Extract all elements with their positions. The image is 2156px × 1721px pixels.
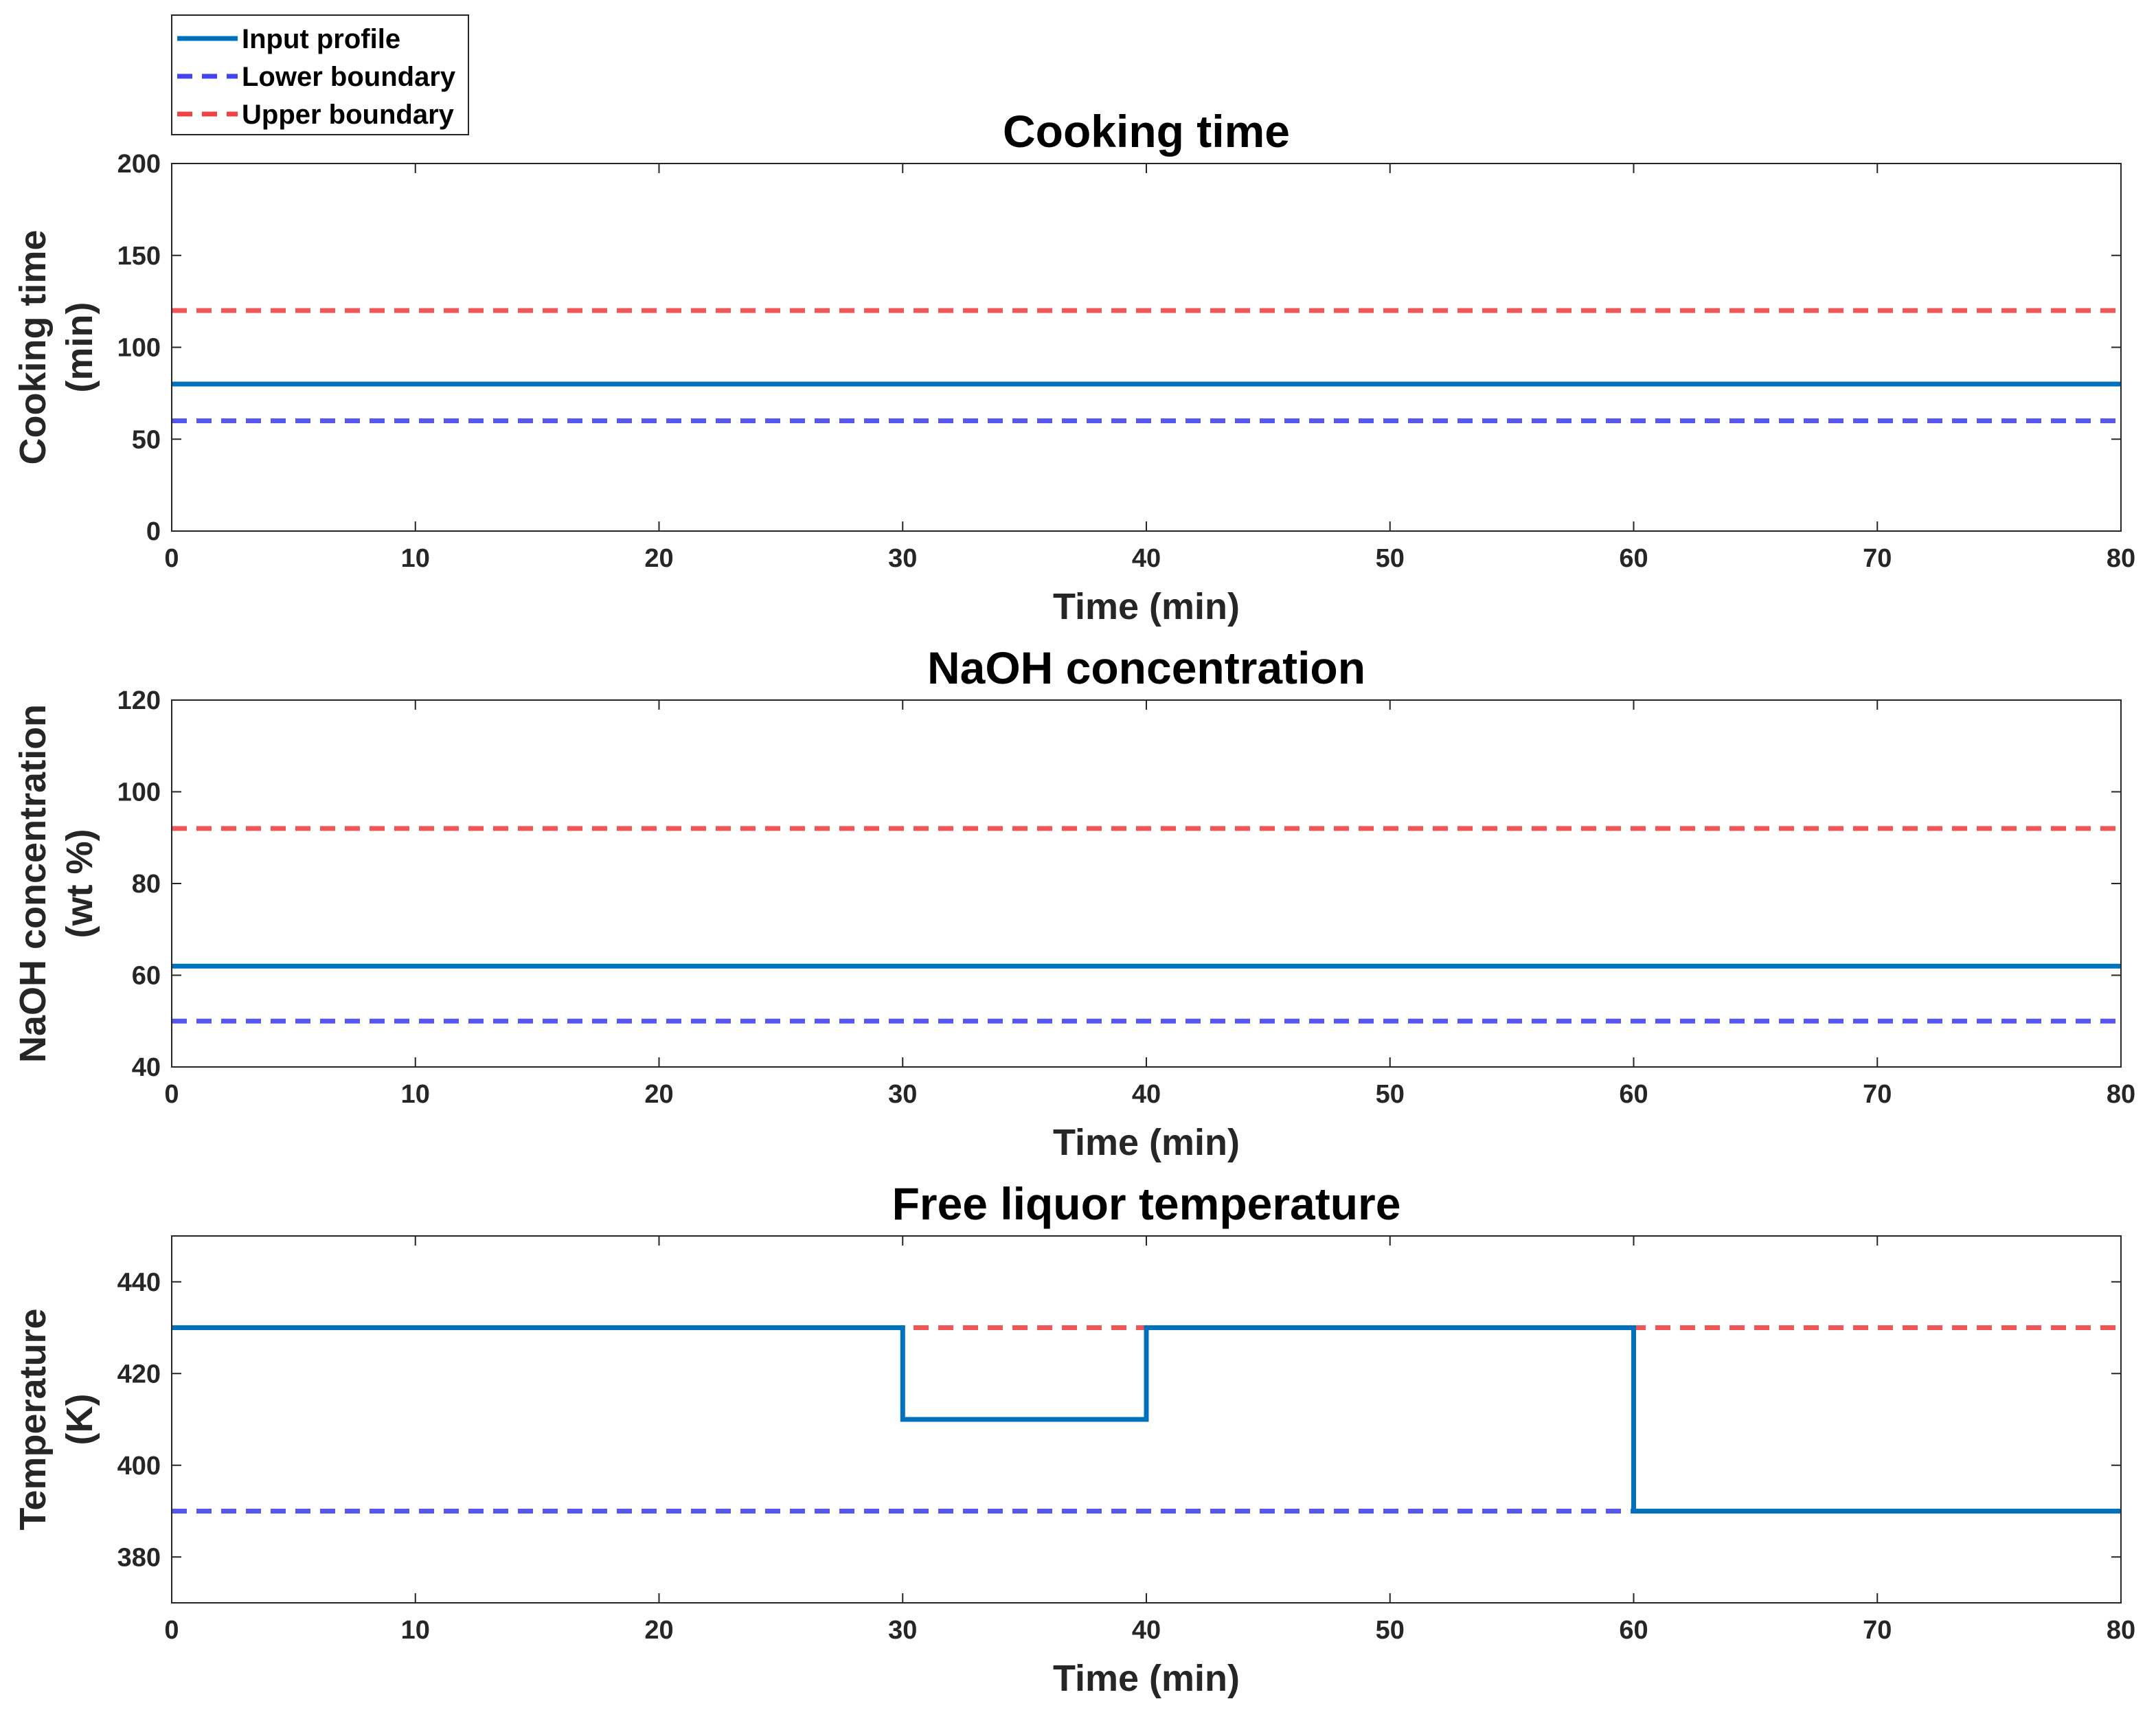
- y-tick-label: 60: [132, 962, 161, 991]
- y-tick-label: 440: [117, 1268, 161, 1297]
- legend-label-upper: Upper boundary: [242, 100, 455, 130]
- x-tick-label: 60: [1619, 1616, 1648, 1645]
- chart-title: Cooking time: [1003, 106, 1290, 157]
- y-tick-label: 100: [117, 334, 161, 363]
- x-axis-label: Time (min): [1053, 1658, 1240, 1699]
- x-tick-label: 0: [164, 1080, 179, 1109]
- y-tick-label: 80: [132, 870, 161, 899]
- x-tick-label: 40: [1132, 544, 1161, 573]
- x-tick-label: 10: [401, 544, 430, 573]
- y-axis-unit-label: (wt %): [59, 829, 100, 938]
- x-tick-label: 30: [888, 544, 917, 573]
- chart-title: Free liquor temperature: [892, 1178, 1401, 1229]
- x-tick-label: 30: [888, 1080, 917, 1109]
- x-tick-label: 70: [1863, 544, 1892, 573]
- x-tick-label: 40: [1132, 1616, 1161, 1645]
- x-tick-label: 70: [1863, 1616, 1892, 1645]
- x-axis-label: Time (min): [1053, 586, 1240, 627]
- x-axis-label: Time (min): [1053, 1122, 1240, 1163]
- legend-label-lower: Lower boundary: [242, 62, 456, 92]
- y-tick-label: 0: [146, 517, 161, 546]
- x-tick-label: 60: [1619, 544, 1648, 573]
- y-tick-label: 150: [117, 242, 161, 271]
- y-axis-unit-label: (min): [59, 302, 100, 393]
- chart-title: NaOH concentration: [927, 642, 1365, 693]
- y-axis-label: Cooking time: [12, 229, 54, 464]
- x-tick-label: 80: [2107, 1616, 2135, 1645]
- x-tick-label: 50: [1376, 1080, 1405, 1109]
- x-tick-label: 0: [164, 544, 179, 573]
- x-tick-label: 50: [1376, 544, 1405, 573]
- x-tick-label: 10: [401, 1080, 430, 1109]
- chart-panel-2: 0 10 20 30 40 50 60 70 80 40 60 80 100 120 NaOH concen…: [12, 642, 2135, 1163]
- y-tick-label: 420: [117, 1360, 161, 1388]
- y-axis-unit-label: (K): [59, 1394, 100, 1446]
- y-tick-label: 40: [132, 1053, 161, 1082]
- legend-box: [171, 14, 469, 135]
- x-tick-label: 60: [1619, 1080, 1648, 1109]
- y-tick-label: 380: [117, 1543, 161, 1572]
- chart-panel-1: 0 10 20 30 40 50 60 70 80 0 50 100 150 200 Cooking tim…: [12, 106, 2135, 627]
- series-input-line: [172, 1325, 2121, 1514]
- x-tick-label: 20: [644, 544, 673, 573]
- x-tick-label: 80: [2107, 1080, 2135, 1109]
- plot-area: [172, 700, 2121, 1067]
- y-tick-label: 400: [117, 1452, 161, 1481]
- y-axis-label: NaOH concentration: [12, 704, 54, 1063]
- y-tick-label: 100: [117, 778, 161, 807]
- y-axis-label: Temperature: [12, 1308, 54, 1530]
- x-tick-label: 40: [1132, 1080, 1161, 1109]
- y-tick-label: 120: [117, 686, 161, 715]
- x-tick-label: 0: [164, 1616, 179, 1645]
- x-tick-label: 80: [2107, 544, 2135, 573]
- plot-area: [172, 164, 2121, 531]
- x-tick-label: 50: [1376, 1616, 1405, 1645]
- x-tick-label: 20: [644, 1080, 673, 1109]
- legend: Input profile Lower boundary Upper bound…: [171, 14, 469, 135]
- y-tick-label: 200: [117, 150, 161, 179]
- x-tick-label: 20: [644, 1616, 673, 1645]
- x-tick-label: 10: [401, 1616, 430, 1645]
- y-tick-label: 50: [132, 425, 161, 454]
- legend-label-input: Input profile: [242, 24, 400, 54]
- chart-panel-3: 0 10 20 30 40 50 60 70 80 380 400 420 440 Free liquor…: [12, 1178, 2135, 1699]
- x-tick-label: 30: [888, 1616, 917, 1645]
- x-tick-label: 70: [1863, 1080, 1892, 1109]
